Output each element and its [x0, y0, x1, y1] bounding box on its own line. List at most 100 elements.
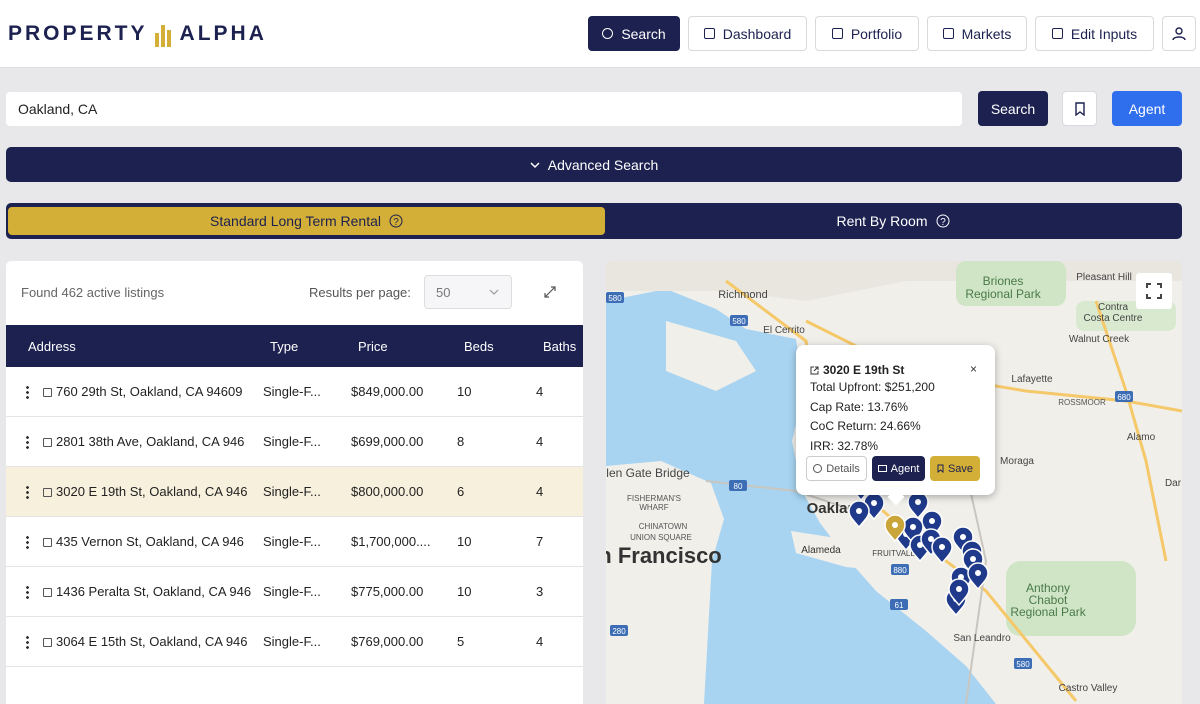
highway-number: 580 [732, 317, 746, 326]
cell: Single-F... [263, 484, 321, 499]
highway-shield [1115, 391, 1133, 402]
cell: 6 [457, 484, 465, 499]
nav-button[interactable]: Dashboard [688, 16, 807, 51]
link-icon[interactable] [43, 388, 52, 397]
logo-text: ALPHA [179, 22, 267, 45]
cell: $775,000.00 [351, 584, 424, 599]
popup-title[interactable]: 3020 E 19th St [810, 363, 904, 377]
column-header: Price [358, 339, 388, 354]
highway-number: 80 [734, 482, 743, 491]
cell: 760 29th St, Oakland, CA 94609 [56, 384, 243, 399]
svg-text:?: ? [393, 217, 399, 228]
column-header: Beds [464, 339, 494, 354]
map-label: FRUITVALE [872, 549, 915, 558]
link-icon[interactable] [43, 638, 52, 647]
nav-button[interactable]: Markets [927, 16, 1027, 51]
per-page-select[interactable]: 50 [424, 275, 512, 309]
map[interactable]: Richmond El Cerrito Briones Regional Park Pl… [606, 261, 1182, 704]
agent-popup-button[interactable]: Agent [872, 456, 925, 481]
column-header: Type [270, 339, 299, 354]
link-icon[interactable] [43, 538, 52, 547]
cell: Single-F... [263, 434, 321, 449]
cell: 10 [457, 584, 472, 599]
tab[interactable]: Rent By Room? [606, 207, 1180, 235]
popup-line: IRR: 32.78% [810, 438, 879, 453]
pin-dot [892, 522, 898, 528]
logo-text: PROPERTY [8, 22, 148, 45]
highway-shield [891, 564, 909, 575]
advanced-search[interactable]: Advanced Search [6, 147, 1182, 182]
highway-shield [729, 480, 747, 491]
map-label: Alameda [801, 545, 841, 556]
nav-button[interactable]: Edit Inputs [1035, 16, 1154, 51]
map-label: Richmond [718, 289, 768, 301]
pin-dot [975, 570, 981, 576]
row-menu[interactable] [26, 485, 29, 499]
nav-label: Markets [961, 25, 1012, 42]
table-row[interactable]: 435 Vernon St, Oakland, CA 946 Single-F..… [6, 517, 583, 567]
table-row[interactable]: 2801 38th Ave, Oakland, CA 946 Single-F..… [6, 417, 583, 467]
popup: 3020 E 19th St × Total Upfront: $251,200… [796, 345, 995, 506]
search-input[interactable]: Oakland, CA [6, 92, 962, 126]
cell: $769,000.00 [351, 634, 424, 649]
cell: $1,700,000.... [351, 534, 431, 549]
link-icon[interactable] [43, 438, 52, 447]
cell: 3020 E 19th St, Oakland, CA 946 [56, 484, 248, 499]
tab[interactable]: Standard Long Term Rental? [8, 207, 605, 235]
row-menu[interactable] [26, 385, 29, 399]
search-button[interactable]: Search [978, 91, 1048, 126]
map-label: Alamo [1127, 432, 1156, 443]
row-menu[interactable] [26, 535, 29, 549]
details-button[interactable]: Details [806, 456, 867, 481]
column-header: Address [28, 339, 76, 354]
cell: 2801 38th Ave, Oakland, CA 946 [56, 434, 245, 449]
nav-button[interactable]: Search [588, 16, 680, 51]
pin-dot [939, 544, 945, 550]
link-icon[interactable] [43, 588, 52, 597]
cell: Single-F... [263, 534, 321, 549]
cell: Single-F... [263, 634, 321, 649]
bookmark-button[interactable] [1062, 91, 1097, 126]
tab-label: Standard Long Term Rental [210, 213, 381, 229]
row-menu[interactable] [26, 635, 29, 649]
cell: 5 [457, 634, 465, 649]
listings-panel: Found 462 active listings Results per pa… [6, 261, 583, 704]
highway-number: 61 [895, 601, 904, 610]
highway-number: 280 [612, 627, 626, 636]
highway-number: 580 [1016, 660, 1030, 669]
save-button[interactable]: Save [930, 456, 980, 481]
table-row[interactable]: 760 29th St, Oakland, CA 94609 Single-F..… [6, 367, 583, 417]
logo-icon [154, 25, 171, 47]
table-row[interactable]: 1436 Peralta St, Oakland, CA 946 Single-F… [6, 567, 583, 617]
map-label: Castro Valley [1059, 683, 1118, 694]
popup-close[interactable]: × [970, 362, 978, 376]
logo[interactable]: PROPERTY ALPHA [8, 21, 267, 47]
table-row[interactable]: 3020 E 19th St, Oakland, CA 946 Single-F.… [6, 467, 583, 517]
row-menu[interactable] [26, 585, 29, 599]
map-label: n Francisco [606, 543, 722, 568]
pin-dot [929, 518, 935, 524]
popup-line: CoC Return: 24.66% [810, 419, 921, 433]
link-icon[interactable] [43, 488, 52, 497]
expand-icon[interactable] [544, 286, 556, 298]
highway-shield [730, 315, 748, 326]
table-row[interactable]: 3064 E 15th St, Oakland, CA 946 Single-F.… [6, 617, 583, 667]
row-menu[interactable] [26, 435, 29, 449]
button-label: Save [947, 462, 974, 475]
map-label: Regional Park [965, 287, 1041, 301]
user-button[interactable] [1162, 16, 1196, 51]
tab-label: Rent By Room [836, 213, 928, 229]
highway-shield [610, 625, 628, 636]
cell: 4 [536, 384, 544, 399]
nav-button[interactable]: Portfolio [815, 16, 919, 51]
fullscreen-button[interactable] [1136, 273, 1172, 309]
cell: 10 [457, 384, 472, 399]
agent-button[interactable]: Agent [1112, 91, 1182, 126]
highway-shield [1014, 658, 1032, 669]
map-label: Walnut Creek [1069, 334, 1130, 345]
highway-shield [606, 292, 624, 303]
map-label: len Gate Bridge [606, 466, 690, 480]
button-label: Agent [890, 462, 920, 475]
